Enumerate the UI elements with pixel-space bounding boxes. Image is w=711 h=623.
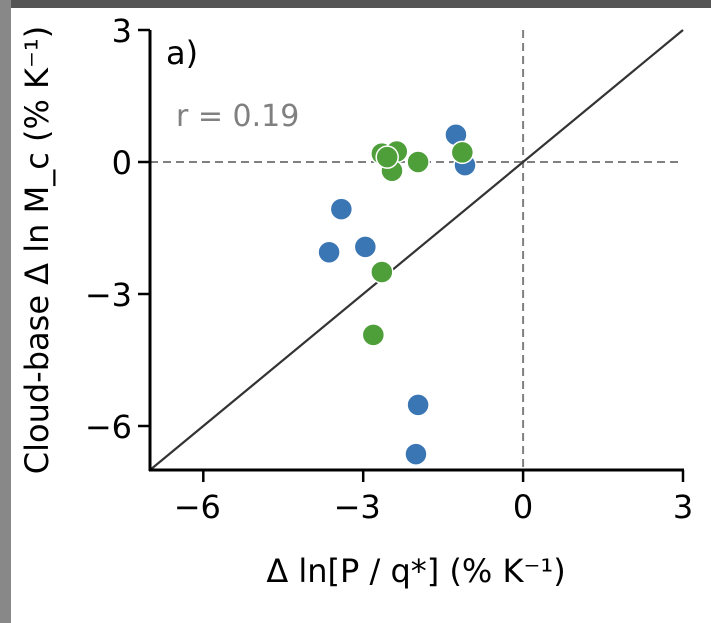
x-tick-label: 3 (673, 488, 693, 526)
x-axis-label: Δ ln[P / q*] (% K⁻¹) (266, 552, 565, 590)
y-tick-label: −3 (85, 276, 132, 314)
correlation-annotation: r = 0.19 (176, 99, 299, 134)
data-point-blue (329, 197, 354, 221)
y-tick-label: 3 (112, 12, 132, 50)
x-tick-label: −6 (174, 488, 221, 526)
panel-label: a) (166, 34, 198, 72)
y-tick-label: 0 (112, 144, 132, 182)
data-point-green (375, 145, 399, 169)
data-point-blue (317, 240, 341, 264)
x-tick-label: 0 (513, 488, 533, 526)
data-point-green (450, 140, 475, 165)
y-axis-label: Cloud-base Δ ln M_c (% K⁻¹) (18, 26, 56, 474)
data-point-blue (404, 442, 428, 466)
data-point-green (370, 260, 394, 284)
y-tick-label: −6 (85, 408, 132, 446)
x-tick-label: −3 (334, 488, 381, 526)
adjacent-panel-edge (0, 0, 11, 623)
one-to-one-line (149, 29, 684, 471)
window-top-bar (0, 0, 711, 8)
data-point-green (361, 323, 386, 347)
data-point-green (406, 150, 430, 174)
data-point-blue (406, 393, 430, 417)
data-point-blue (353, 235, 378, 259)
